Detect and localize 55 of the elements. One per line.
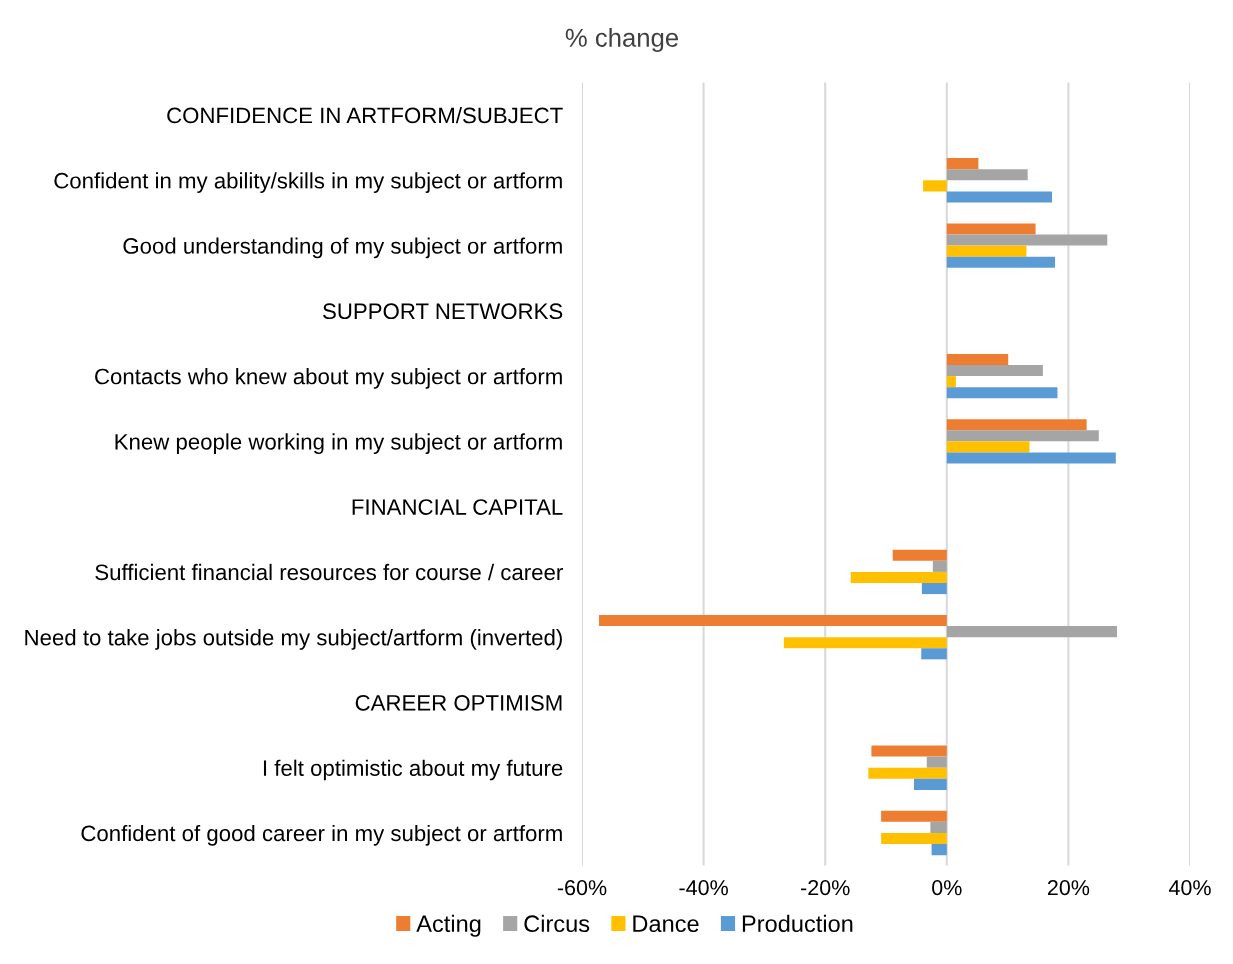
legend-label: Dance <box>633 915 699 933</box>
bar <box>913 778 947 790</box>
y-tick-label: CONFIDENCE IN ARTFORM/SUBJECT <box>167 106 563 124</box>
bar <box>921 583 947 595</box>
bar <box>946 245 1027 257</box>
bar <box>881 810 947 822</box>
x-tick-label: 0% <box>932 880 962 896</box>
legend-label: Acting <box>416 914 481 937</box>
bar <box>783 637 947 649</box>
bar <box>926 756 947 768</box>
y-tick-label: Need to take jobs outside my subject/artform (inverted) <box>25 629 562 650</box>
legend-label: Production <box>742 914 853 933</box>
bar <box>871 745 947 757</box>
bar <box>923 180 947 192</box>
bar <box>946 452 1116 464</box>
bar <box>892 549 947 561</box>
chart-title: % change <box>565 28 678 52</box>
bar <box>946 376 956 388</box>
bar <box>921 648 947 660</box>
bar <box>850 571 947 583</box>
bar <box>946 158 979 170</box>
bar <box>599 614 947 627</box>
bar <box>946 419 1087 431</box>
x-tick-label: 20% <box>1047 880 1090 896</box>
bar <box>930 821 947 833</box>
bar <box>946 353 1009 365</box>
y-tick-label: I felt optimistic about my future <box>263 759 563 781</box>
bar <box>946 223 1036 235</box>
y-tick-label: Contacts who knew about my subject or artform <box>95 368 562 389</box>
x-tick-label: 40% <box>1168 880 1211 896</box>
y-tick-label: Confident in my ability/skills in my subject or artform <box>54 172 562 193</box>
bar <box>931 844 947 856</box>
x-tick-label: -40% <box>679 880 728 896</box>
bar <box>946 169 1028 181</box>
bar <box>932 560 947 572</box>
y-tick-label: Confident of good career in my subject or artform <box>81 824 562 846</box>
bar <box>946 365 1043 377</box>
bar <box>868 767 947 779</box>
y-tick-label: Good understanding of my subject or artform <box>123 237 562 259</box>
bar <box>946 256 1056 268</box>
y-tick-label: Knew people working in my subject or artform <box>115 433 562 455</box>
y-tick-label: Sufficient financial resources for course / career <box>95 563 563 581</box>
y-tick-label: SUPPORT NETWORKS <box>323 303 563 320</box>
legend-label: Circus <box>524 914 590 933</box>
y-tick-label: FINANCIAL CAPITAL <box>352 499 563 515</box>
x-tick-label: -20% <box>801 880 850 896</box>
bar <box>946 441 1030 453</box>
bar <box>946 387 1058 399</box>
bar <box>946 191 1052 203</box>
bar <box>946 234 1108 246</box>
bar <box>946 626 1118 638</box>
bar <box>946 430 1099 442</box>
x-tick-label: -60% <box>557 880 607 896</box>
bar <box>881 832 947 845</box>
y-tick-label: CAREER OPTIMISM <box>355 694 562 711</box>
